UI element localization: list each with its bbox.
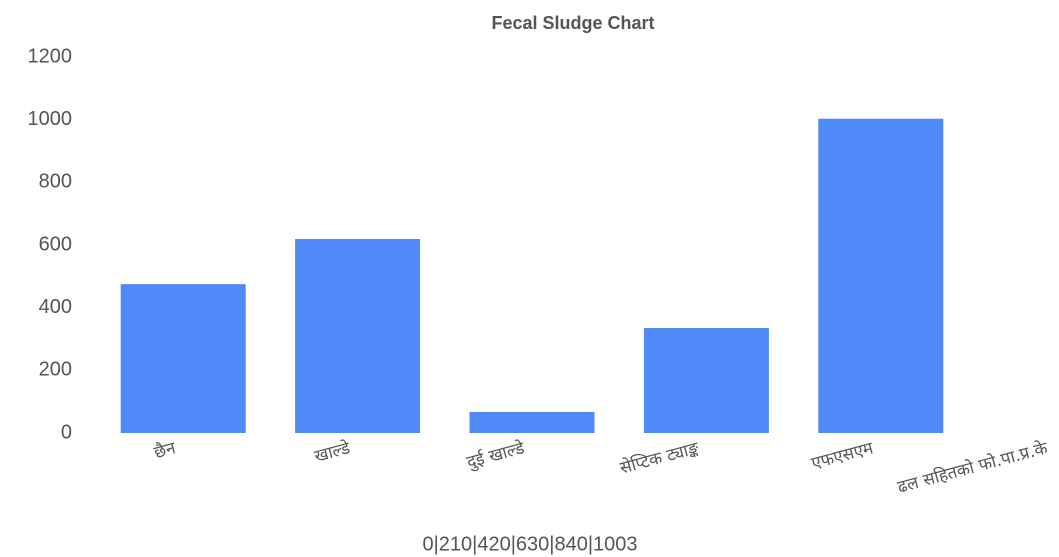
y-tick-label: 600 (39, 233, 72, 255)
bar (818, 118, 944, 433)
bar (469, 412, 595, 433)
y-tick-label: 800 (39, 171, 72, 193)
bar (120, 284, 246, 433)
x-tick-label: एफएसएम (809, 438, 876, 474)
chart-title: Fecal Sludge Chart (491, 13, 654, 33)
y-tick-label: 0 (61, 421, 72, 443)
x-tick-label: दुई खाल्डे (464, 437, 527, 473)
x-tick-label: छैन (152, 437, 179, 463)
y-tick-label: 200 (39, 359, 72, 381)
x-tick-label: सेप्टिक ट्याङ्क (618, 437, 703, 478)
x-tick-label: खाल्डे (312, 437, 353, 467)
x-tick-label: ढल सहितको फो.पा.प्र.के (895, 437, 1051, 498)
bar (643, 328, 769, 433)
x-axis-label: 0|210|420|630|840|1003 (422, 533, 637, 555)
bar (295, 239, 421, 433)
y-tick-label: 1200 (28, 45, 73, 67)
y-tick-label: 400 (39, 296, 72, 318)
y-tick-label: 1000 (28, 108, 73, 130)
